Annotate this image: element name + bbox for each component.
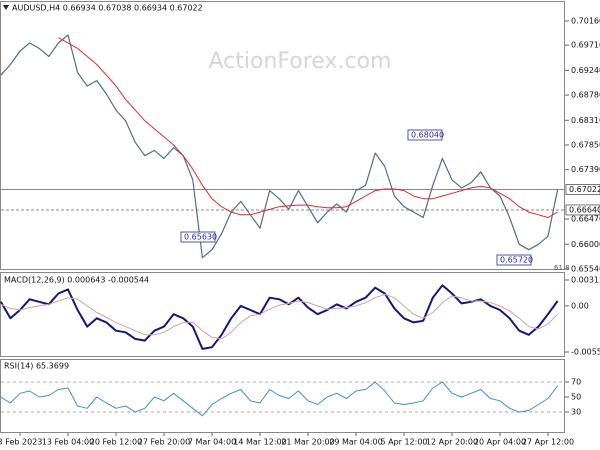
x-tick-label: 27 Feb 20:00 <box>138 438 190 447</box>
price-label: 0.67022 <box>569 185 600 194</box>
series-line <box>0 34 559 259</box>
y-tick-label: 0.003138 <box>571 276 600 285</box>
y-tick-label: -0.005581 <box>571 348 600 357</box>
x-tick-label: 13 Feb 04:00 <box>42 438 94 447</box>
y-tick-label: 0.00 <box>571 301 589 310</box>
annotation: 61.8 <box>554 264 570 272</box>
series-line <box>0 284 559 350</box>
macd-title: MACD(12,26,9) 0.000643 -0.000544 <box>4 276 149 285</box>
x-tick-label: 5 Apr 12:00 <box>380 438 427 447</box>
rsi-title: RSI(14) 65.3699 <box>4 362 69 371</box>
macd-panel <box>0 272 565 357</box>
price-label-box <box>565 184 600 195</box>
x-tick-label: 20 Feb 12:00 <box>90 438 142 447</box>
annotation: 0.68040 <box>411 131 444 140</box>
y-tick-label: 30 <box>571 408 581 417</box>
title-icon <box>3 5 9 10</box>
x-tick-label: 14 Mar 12:00 <box>233 438 286 447</box>
y-tick-label: 70 <box>571 378 581 387</box>
chart-title: AUDUSD,H4 0.66934 0.67038 0.66934 0.6702… <box>12 4 203 13</box>
price-label: 0.66640 <box>569 205 600 214</box>
annotation: 0.65720 <box>500 256 533 265</box>
annotation-box <box>407 129 443 141</box>
annotation-box <box>496 254 532 266</box>
rsi-panel <box>0 359 565 433</box>
y-tick-label: 50 <box>571 393 581 402</box>
annotation-box <box>180 231 216 243</box>
watermark: ActionForex.com <box>209 49 392 74</box>
x-tick-label: 12 Apr 20:00 <box>426 438 478 447</box>
annotation: 0.65630 <box>184 233 217 242</box>
x-tick-label: 3 Feb 2023 <box>0 438 42 447</box>
series-line <box>0 293 558 340</box>
x-tick-label: 7 Mar 04:00 <box>188 438 236 447</box>
x-tick-label: 27 Apr 12:00 <box>522 438 574 447</box>
series-line <box>58 37 558 218</box>
price-label-box <box>565 204 600 216</box>
price-panel <box>0 1 565 270</box>
x-tick-label: 20 Apr 04:00 <box>474 438 526 447</box>
series-line <box>0 381 558 417</box>
x-tick-label: 21 Mar 20:00 <box>281 438 334 447</box>
x-tick-label: 29 Mar 04:00 <box>329 438 382 447</box>
